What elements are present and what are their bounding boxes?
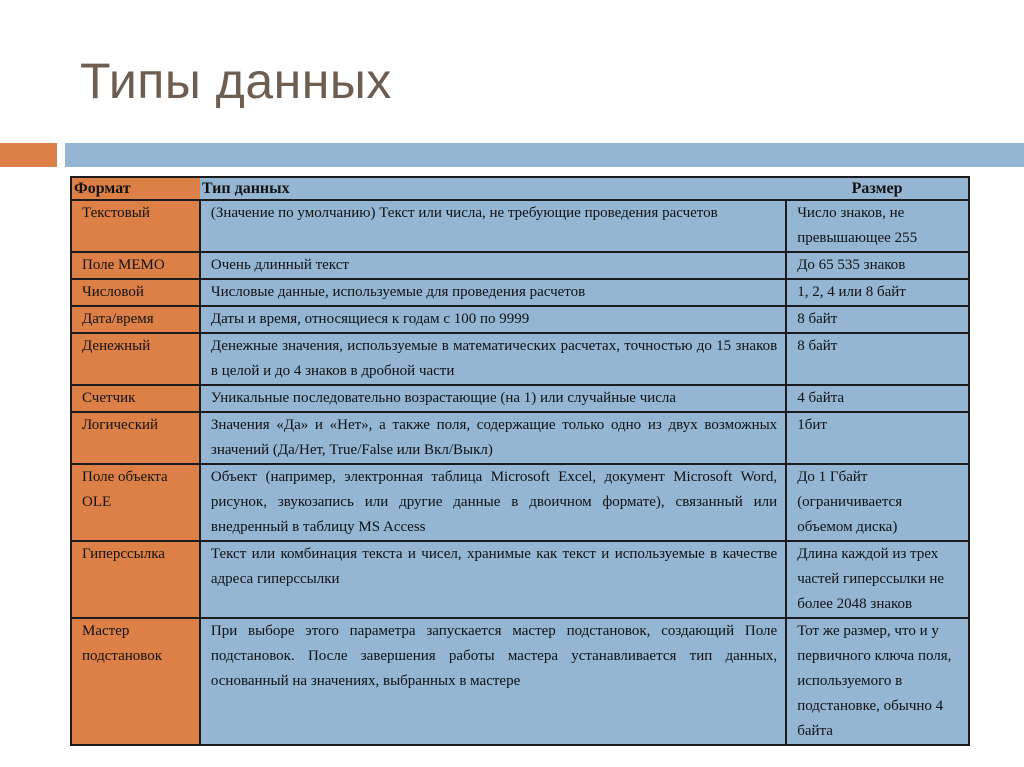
cell-type: Значения «Да» и «Нет», а также поля, сод… bbox=[198, 411, 788, 465]
cell-type: Уникальные последовательно возрастающие … bbox=[198, 384, 788, 413]
cell-format: Текстовый bbox=[70, 199, 201, 253]
decorative-orange-bar bbox=[0, 143, 57, 167]
table-row: Числовой Числовые данные, используемые дл… bbox=[70, 278, 970, 307]
cell-format: Гиперссылка bbox=[70, 540, 201, 619]
table-row: Дата/время Даты и время, относящиеся к го… bbox=[70, 305, 970, 334]
cell-size: 8 байт bbox=[785, 332, 970, 386]
table-row: Текстовый (Значение по умолчанию) Текст и… bbox=[70, 199, 970, 253]
cell-format: Мастер подстановок bbox=[70, 617, 201, 746]
cell-type: Очень длинный текст bbox=[198, 251, 788, 280]
cell-format: Дата/время bbox=[70, 305, 201, 334]
table-row: Поле МЕМО Очень длинный текст До 65 535 зн… bbox=[70, 251, 970, 280]
cell-type: (Значение по умолчанию) Текст или числа,… bbox=[198, 199, 788, 253]
table-header-row: Формат Тип данных Размер bbox=[70, 176, 970, 201]
data-types-table: Формат Тип данных Размер Текстовый (Значе… bbox=[70, 176, 970, 746]
cell-format: Поле объекта OLE bbox=[70, 463, 201, 542]
cell-size: 1, 2, 4 или 8 байт bbox=[785, 278, 970, 307]
cell-type: Текст или комбинация текста и чисел, хра… bbox=[198, 540, 788, 619]
cell-format: Поле МЕМО bbox=[70, 251, 201, 280]
header-size: Размер bbox=[786, 176, 970, 201]
header-type: Тип данных bbox=[199, 176, 787, 201]
slide-title: Типы данных bbox=[80, 53, 392, 109]
cell-type: Денежные значения, используемые в матема… bbox=[198, 332, 788, 386]
cell-type: Даты и время, относящиеся к годам с 100 … bbox=[198, 305, 788, 334]
table-row: Гиперссылка Текст или комбинация текста и… bbox=[70, 540, 970, 619]
cell-type: Объект (например, электронная таблица Mi… bbox=[198, 463, 788, 542]
cell-format: Счетчик bbox=[70, 384, 201, 413]
cell-size: До 65 535 знаков bbox=[785, 251, 970, 280]
cell-format: Денежный bbox=[70, 332, 201, 386]
cell-size: До 1 Гбайт (ограничивается объемом диска… bbox=[785, 463, 970, 542]
cell-size: Длина каждой из трех частей гиперссылки … bbox=[785, 540, 970, 619]
decorative-blue-bar bbox=[65, 143, 1024, 167]
cell-format: Логический bbox=[70, 411, 201, 465]
cell-type: При выборе этого параметра запускается м… bbox=[198, 617, 788, 746]
cell-type: Числовые данные, используемые для провед… bbox=[198, 278, 788, 307]
cell-size: 4 байта bbox=[785, 384, 970, 413]
cell-size: 8 байт bbox=[785, 305, 970, 334]
cell-size: Тот же размер, что и у первичного ключа … bbox=[785, 617, 970, 746]
table-row: Мастер подстановок При выборе этого парам… bbox=[70, 617, 970, 746]
table-row: Денежный Денежные значения, используемые … bbox=[70, 332, 970, 386]
table-row: Счетчик Уникальные последовательно возрас… bbox=[70, 384, 970, 413]
cell-size: 1бит bbox=[785, 411, 970, 465]
table-row: Поле объекта OLE Объект (например, электр… bbox=[70, 463, 970, 542]
cell-format: Числовой bbox=[70, 278, 201, 307]
table-row: Логический Значения «Да» и «Нет», а также… bbox=[70, 411, 970, 465]
header-format: Формат bbox=[70, 176, 200, 201]
cell-size: Число знаков, не превышающее 255 bbox=[785, 199, 970, 253]
